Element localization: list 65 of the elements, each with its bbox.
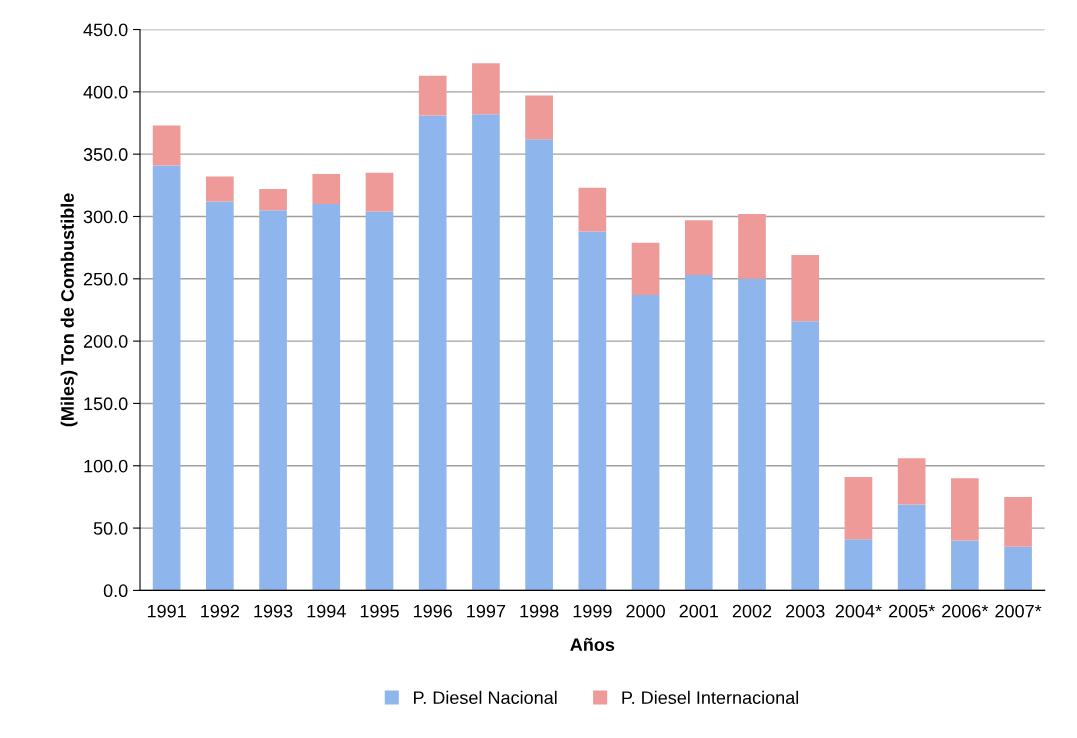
bar	[578, 187, 607, 232]
bar	[791, 321, 820, 591]
bar	[472, 114, 500, 591]
bar	[365, 172, 394, 212]
bar	[472, 63, 500, 115]
x-tick-label: 1999	[573, 604, 612, 618]
bar	[631, 295, 660, 591]
bar	[259, 189, 287, 211]
bar	[684, 275, 713, 591]
y-tick-label: 0.0	[103, 584, 128, 598]
x-axis-title: Años	[570, 637, 615, 652]
y-tick-label: 300.0	[83, 210, 128, 224]
y-tick-label: 400.0	[83, 85, 128, 99]
bar	[897, 458, 926, 505]
y-tick-label: 250.0	[83, 272, 128, 286]
bar	[365, 211, 394, 591]
bar	[525, 95, 553, 140]
bar	[738, 278, 766, 591]
bar	[738, 213, 766, 279]
bar	[152, 165, 181, 591]
bar	[897, 504, 926, 591]
bar	[206, 201, 234, 591]
bar	[791, 255, 820, 322]
x-tick-label: 1994	[307, 604, 346, 618]
x-tick-label: 1998	[520, 604, 559, 618]
y-tick-label: 150.0	[84, 397, 128, 411]
bar	[1004, 546, 1032, 591]
x-tick-label: 2006*	[942, 604, 989, 618]
bar	[1004, 496, 1032, 547]
bar	[418, 75, 447, 116]
legend-label: P. Diesel Internacional	[622, 690, 799, 705]
bar	[525, 139, 553, 591]
bar	[951, 540, 979, 591]
y-tick-label: 100.0	[84, 459, 128, 473]
x-tick-label: 2000	[626, 604, 665, 618]
legend-label: P. Diesel Nacional	[414, 690, 557, 705]
bar	[578, 231, 607, 591]
y-tick-label: 350.0	[83, 148, 128, 161]
y-tick-label: 200.0	[83, 335, 128, 348]
x-tick-label: 1997	[467, 604, 506, 618]
bar	[631, 242, 660, 295]
bar	[259, 210, 287, 591]
bar	[684, 220, 713, 276]
bar	[312, 174, 341, 205]
x-tick-label: 1996	[414, 604, 452, 618]
bar	[951, 478, 979, 541]
y-axis-title: (Miles) Ton de Combustible	[60, 193, 78, 427]
x-tick-label: 2004*	[835, 604, 882, 618]
y-tick-label: 50.0	[93, 522, 128, 535]
x-tick-label: 2005*	[888, 604, 935, 618]
y-tick-label: 450.0	[83, 23, 128, 37]
x-tick-label: 2001	[679, 604, 718, 618]
x-tick-label: 1993	[254, 604, 293, 618]
bar	[844, 539, 873, 591]
x-tick-label: 2003	[786, 604, 825, 618]
x-tick-label: 1991	[147, 604, 186, 618]
bar	[312, 204, 341, 591]
bar	[152, 125, 181, 166]
x-tick-label: 2007*	[995, 604, 1042, 618]
x-tick-label: 1992	[201, 604, 240, 618]
bar	[844, 476, 873, 540]
bar	[418, 115, 447, 591]
x-tick-label: 1995	[360, 604, 399, 618]
x-tick-label: 2002	[732, 604, 772, 618]
bar	[206, 176, 234, 202]
